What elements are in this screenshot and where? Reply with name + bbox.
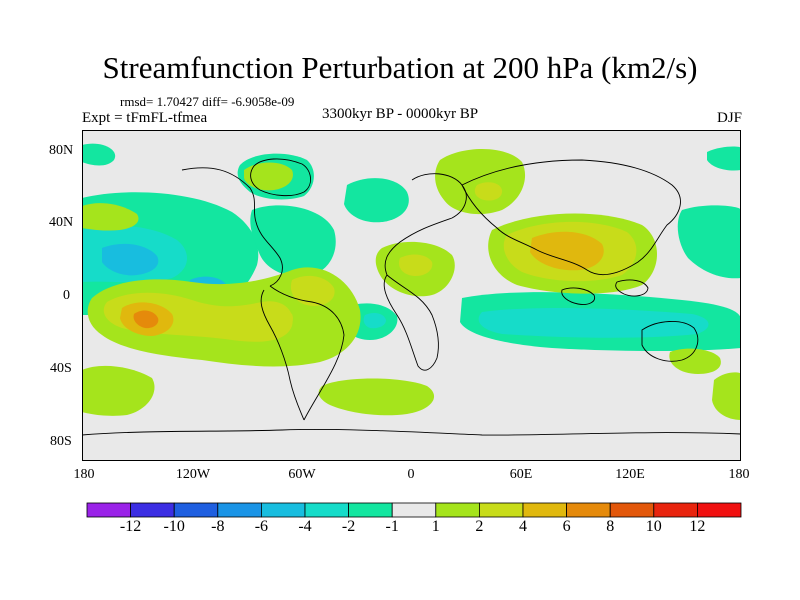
contour-neg-indian-ocean-core [478, 307, 709, 338]
experiment-label: Expt = tFmFL-tfmea [82, 110, 208, 126]
contour-pos-southern-ocean-west [82, 365, 155, 416]
colorbar-box [522, 502, 567, 518]
plot-title: Streamfunction Perturbation at 200 hPa (… [102, 50, 698, 85]
colorbar-box [435, 502, 480, 518]
colorbar-box [697, 502, 742, 518]
contour-pos-south-america-upper [290, 275, 335, 306]
contour-pos-europe [435, 148, 526, 215]
colorbar-box [86, 502, 131, 518]
colorbar-label: -8 [211, 518, 225, 535]
lon-tick-180e: 180 [728, 467, 750, 482]
contour-pos-africa-core [398, 254, 433, 276]
colorbar-label: -4 [298, 518, 312, 535]
colorbar-label: -6 [254, 518, 269, 535]
colorbar-label: 2 [475, 518, 484, 535]
colorbar-box [173, 502, 219, 518]
lon-tick-180w: 180 [73, 467, 95, 482]
contour-neg-far-east [677, 205, 741, 279]
contour-pos-nw-corner [82, 203, 139, 231]
colorbar-label: -12 [119, 518, 142, 535]
colorbar [86, 502, 742, 518]
colorbar-box [304, 502, 349, 518]
lat-tick-80n: 80N [49, 143, 74, 158]
colorbar-label: 10 [645, 518, 662, 535]
contour-neg-east-top [707, 146, 741, 171]
contour-neg-north-pacific-core [102, 243, 159, 276]
coastlines [82, 158, 741, 436]
lon-tick-60w: 60W [288, 467, 316, 482]
streamfunction-map [82, 130, 741, 461]
lat-tick-40s: 40S [50, 361, 72, 376]
stats-text: rmsd= 1.70427 diff= -6.9058e-09 [120, 94, 295, 109]
colorbar-box [566, 502, 611, 518]
season-label: DJF [716, 110, 742, 126]
contour-pos-south-america [249, 305, 293, 330]
colorbar-label: -1 [385, 518, 399, 535]
lon-tick-120e: 120E [615, 467, 645, 482]
lat-tick-40n: 40N [49, 215, 74, 230]
colorbar-label: -10 [163, 518, 185, 535]
lat-tick-80s: 80S [50, 434, 72, 449]
lat-tick-0: 0 [63, 288, 70, 303]
colorbar-label: -2 [341, 518, 356, 535]
colorbar-box [653, 502, 698, 518]
contour-neg-south-atlantic-core [363, 312, 386, 329]
colorbar-label: 8 [606, 518, 615, 535]
contour-pos-east-lower [712, 372, 741, 420]
colorbar-label: 1 [431, 518, 440, 535]
contour-neg-nw-pacific-top [82, 143, 116, 166]
contour-pos-southern-ocean [318, 378, 435, 416]
subtitle: 3300kyr BP - 0000kyr BP [321, 106, 479, 122]
colorbar-label: 6 [562, 518, 571, 535]
contour-neg-north-atlantic [250, 205, 336, 277]
contour-neg-mid-atlantic [344, 178, 409, 223]
colorbar-box [609, 502, 655, 518]
colorbar-label: 4 [519, 518, 527, 535]
colorbar-label: 12 [689, 518, 706, 535]
lon-tick-120w: 120W [175, 467, 211, 482]
contour-pos-europe-core [474, 182, 503, 201]
colorbar-box [478, 502, 524, 518]
colorbar-box [391, 502, 437, 518]
contour-pos-australia-south [669, 348, 721, 374]
contour-pos-asia-core [530, 231, 604, 271]
colorbar-box [348, 502, 393, 518]
colorbar-box [260, 502, 306, 518]
colorbar-box [130, 502, 175, 518]
map-frame [82, 130, 741, 461]
contour-pos-south-pacific-peak [133, 310, 159, 329]
lon-tick-60e: 60E [509, 467, 533, 482]
lon-tick-0: 0 [407, 467, 415, 482]
contour-pos-canada [244, 162, 293, 191]
colorbar-box [217, 502, 262, 518]
